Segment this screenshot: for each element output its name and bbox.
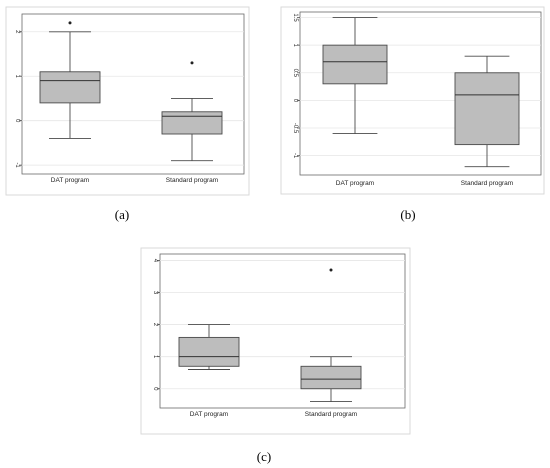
panel-c-y-tick-label: 3 — [152, 291, 158, 295]
panel-c-y-tick-label: 4 — [152, 259, 158, 263]
panel-b-y-tick-label: 1.5 — [292, 13, 298, 22]
panel-b-category-label-dat: DAT program — [336, 180, 374, 187]
panel-c: 0 1 2 3 4 DAT program Standard program — [140, 247, 411, 435]
panel-a-standard-outlier — [190, 61, 194, 65]
panel-a-label: (a) — [115, 207, 129, 222]
panel-c-y-tick-label: 1 — [152, 355, 158, 359]
panel-a-standard-box — [161, 111, 223, 135]
panel-b-category-label-standard: Standard program — [461, 180, 513, 187]
panel-b-y-tick-label: 1 — [292, 43, 298, 47]
panel-a-y-tick-label: -1 — [14, 162, 20, 168]
panel-a-y-tick-label: 2 — [14, 30, 20, 34]
panel-c-y-tick-label: 2 — [152, 323, 158, 327]
panel-a-category-label-dat: DAT program — [51, 177, 89, 184]
panel-c-standard-box — [300, 365, 362, 390]
panel-c-category-label-dat: DAT program — [190, 411, 228, 418]
panel-a-y-tick-label: 0 — [14, 119, 20, 123]
panel-a-dat-box — [39, 71, 101, 104]
panel-c-y-tick-label: 0 — [152, 387, 158, 391]
panel-a-dat-outlier — [68, 21, 72, 25]
panel-b-y-tick-label: 0.5 — [292, 69, 298, 78]
panel-a-y-tick-label: 1 — [14, 75, 20, 79]
panel-b-y-tick-label: -1 — [292, 153, 298, 159]
panel-b-y-tick-label: 0 — [292, 99, 298, 103]
panel-a-category-label-standard: Standard program — [166, 177, 218, 184]
panel-c-label: (c) — [257, 449, 271, 464]
panel-c-category-label-standard: Standard program — [305, 411, 357, 418]
panel-c-dat-box — [178, 336, 240, 367]
panel-c-standard-outlier — [329, 268, 333, 272]
panel-b-standard-box — [454, 72, 520, 146]
panel-b-label: (b) — [400, 207, 415, 222]
panel-b-y-tick-label: -0.5 — [292, 123, 298, 134]
panel-a: -1 0 1 2 DAT program Standard program — [5, 6, 250, 196]
panel-c-plot-area — [159, 253, 406, 409]
panel-b: -1 -0.5 0 0.5 1 1.5 DAT program Standard progra… — [280, 6, 545, 195]
panel-b-dat-box — [322, 44, 388, 85]
